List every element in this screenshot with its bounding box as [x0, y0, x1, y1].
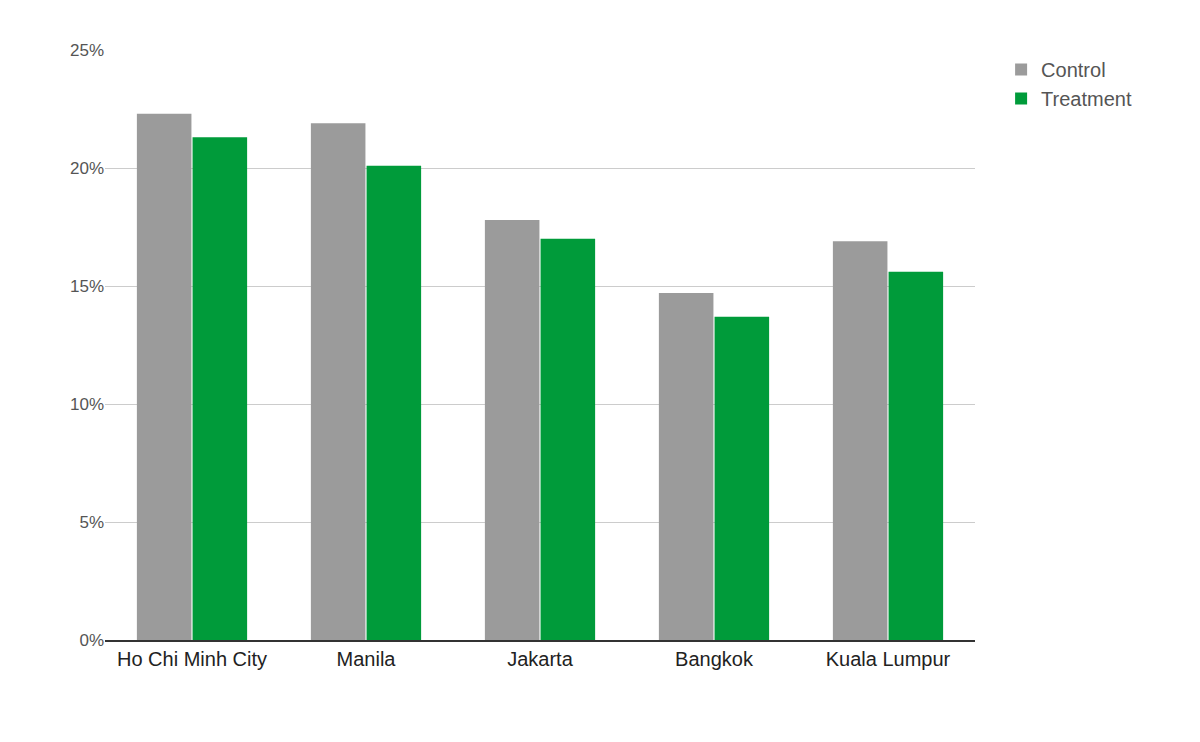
svg-text:20%: 20% [70, 159, 104, 178]
svg-text:5%: 5% [79, 513, 104, 532]
svg-text:Ho Chi Minh City: Ho Chi Minh City [117, 648, 267, 670]
svg-text:Kuala Lumpur: Kuala Lumpur [826, 648, 951, 670]
svg-text:15%: 15% [70, 277, 104, 296]
svg-text:Treatment: Treatment [1041, 88, 1132, 110]
svg-text:25%: 25% [70, 41, 104, 60]
svg-text:Control: Control [1041, 59, 1105, 81]
svg-text:Bangkok: Bangkok [675, 648, 754, 670]
svg-text:Manila: Manila [337, 648, 397, 670]
svg-text:0%: 0% [79, 631, 104, 650]
svg-text:Jakarta: Jakarta [507, 648, 573, 670]
svg-text:10%: 10% [70, 395, 104, 414]
